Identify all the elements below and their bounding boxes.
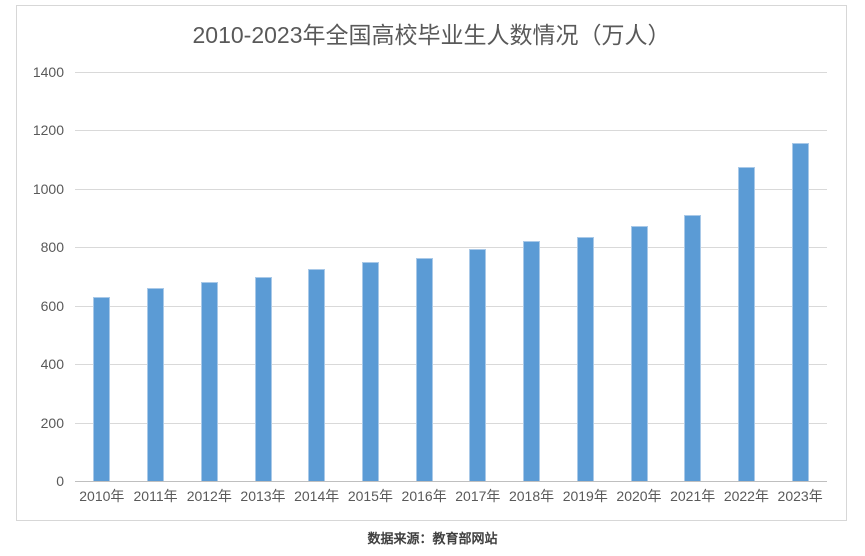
gridline-800 [75,247,827,249]
bar-2019年 [576,237,594,481]
y-tick-label-1400: 1400 [32,64,64,80]
plot-area: 0 200 400 600 800 1000 1200 1400 2010年 2011年 2012年… [33,64,827,504]
x-tick-label-2021年: 2021年 [670,488,716,504]
x-axis-line [75,481,827,482]
x-tick-label-2023年: 2023年 [777,488,823,504]
y-tick-label-600: 600 [40,297,64,314]
bar-2011年 [147,288,165,481]
x-tick-label-2014年: 2014年 [294,488,340,504]
x-tick-label-2022年: 2022年 [723,488,769,504]
bar-2023年 [791,142,809,481]
gridline-400 [75,364,827,366]
gridline-1000 [75,188,827,190]
x-tick-label-2010年: 2010年 [79,488,125,504]
x-tick-label-2017年: 2017年 [455,488,501,504]
gridline-1400 [75,72,827,73]
bar-2012年 [200,282,218,481]
y-tick-label-0: 0 [56,473,64,489]
y-tick-label-1200: 1200 [32,122,64,139]
chart-card: 2010-2023年全国高校毕业生人数情况（万人） 0 200 400 600 800 1… [16,5,847,521]
x-tick-label-2019年: 2019年 [562,488,608,504]
y-tick-label-200: 200 [40,414,64,431]
bar-2020年 [630,225,648,481]
y-tick-label-400: 400 [40,356,64,373]
x-tick-label-2013年: 2013年 [240,488,286,504]
chart-title: 2010-2023年全国高校毕业生人数情况（万人） [192,22,671,48]
bar-2013年 [254,276,272,481]
bar-2016年 [415,257,433,481]
x-tick-label-2018年: 2018年 [508,488,555,504]
x-tick-label-2020年: 2020年 [616,488,662,504]
x-tick-label-2012年: 2012年 [186,488,232,504]
x-tick-label-2011年: 2011年 [133,488,178,504]
bar-2015年 [361,262,379,481]
bar-2017年 [469,248,487,481]
x-tick-label-2016年: 2016年 [401,488,447,504]
bar-2022年 [737,166,755,481]
bar-2014年 [308,268,326,481]
bar-2021年 [684,215,702,481]
y-tick-label-1000: 1000 [32,180,64,197]
x-tick-label-2015年: 2015年 [347,488,393,504]
data-source-caption: 数据来源：教育部网站 [367,531,498,546]
bar-2018年 [523,241,541,481]
gridline-600 [75,305,827,307]
gridline-200 [75,422,827,424]
gridline-1200 [75,130,827,132]
bar-2010年 [93,296,111,481]
y-tick-label-800: 800 [40,239,64,256]
